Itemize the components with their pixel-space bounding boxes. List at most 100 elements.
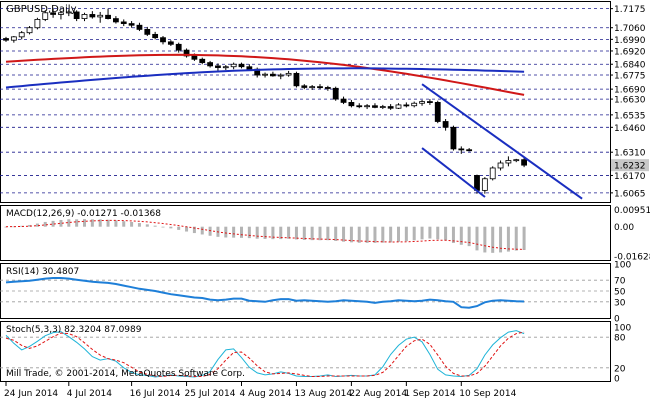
candle-body [105, 14, 111, 19]
candle [411, 101, 418, 108]
macd-bar [381, 226, 385, 243]
moving-average-red [5, 53, 525, 96]
macd-bar [271, 226, 275, 240]
date-tick-label: 22 Aug 2014 [349, 389, 407, 399]
candle [521, 158, 527, 168]
macd-bar [483, 226, 487, 253]
candle-body [505, 160, 512, 164]
price-tick-label: 1.6690 [614, 86, 646, 96]
candle-body [434, 102, 441, 122]
macd-bar [475, 226, 479, 251]
candle-body [230, 63, 237, 68]
macd-tick-label: 0.00 [614, 223, 634, 233]
candle-body [128, 23, 135, 26]
rsi-tick-label: 50 [614, 288, 626, 298]
candle [65, 9, 72, 17]
candle [426, 99, 433, 105]
candle [81, 12, 88, 22]
candle [262, 72, 268, 78]
candle [3, 36, 9, 42]
candle [364, 104, 371, 110]
macd-bar [67, 219, 71, 227]
moving-average-blue [5, 67, 525, 89]
macd-bar [192, 226, 196, 234]
stoch-title: Stoch(5,3,3) 82.3204 87.0989 [6, 325, 142, 335]
candle [10, 36, 17, 43]
macd-bar [334, 226, 338, 241]
candle-body [442, 121, 449, 128]
macd-bar [404, 226, 408, 242]
macd-bar [4, 226, 8, 228]
candle-body [97, 14, 104, 18]
date-tick-label: 4 Jul 2014 [67, 389, 112, 399]
candle-body [50, 12, 56, 15]
stoch-tick-label: 0 [614, 375, 620, 385]
channel-upper-line [421, 83, 583, 200]
candle-body [167, 41, 174, 45]
candle-body [474, 175, 480, 191]
macd-bar [161, 226, 165, 228]
candle-body [160, 37, 166, 43]
price-tick-label: 1.6990 [614, 36, 646, 46]
candle [497, 160, 504, 171]
candle-body [364, 105, 371, 108]
stoch-main-line [5, 330, 525, 378]
candle [58, 11, 64, 20]
macd-bar [208, 226, 212, 236]
candle-body [81, 14, 88, 19]
price-tick-label: 1.7175 [614, 5, 646, 15]
macd-bar [302, 226, 306, 240]
candle-body [277, 74, 284, 77]
candle [50, 7, 56, 18]
candle-body [136, 24, 143, 30]
macd-bar [51, 220, 55, 227]
candle [144, 26, 151, 37]
macd-bar [106, 219, 110, 227]
candle [167, 40, 174, 46]
macd-bar [90, 219, 94, 227]
macd-bar [12, 226, 16, 228]
date-tick-label: 13 Aug 2014 [294, 389, 352, 399]
candle [387, 104, 394, 110]
candle-body [215, 65, 221, 68]
candle [73, 10, 80, 22]
candle-body [356, 105, 363, 108]
candle [199, 57, 206, 65]
candle [34, 17, 41, 30]
channel-lower-line [421, 147, 486, 198]
candle-body [379, 106, 386, 108]
macd-bar [412, 226, 416, 241]
candle [222, 65, 229, 71]
macd-bar [200, 226, 204, 235]
candle-body [458, 148, 465, 151]
candle [348, 99, 355, 108]
macd-title: MACD(12,26,9) -0.01271 -0.01368 [6, 209, 161, 219]
macd-bar [185, 226, 189, 232]
macd-bar [224, 226, 228, 238]
candle [332, 86, 339, 101]
macd-bar [318, 226, 322, 241]
macd-signal-line [5, 219, 525, 250]
candle [152, 31, 159, 40]
macd-bar [397, 226, 400, 242]
candle [340, 96, 347, 105]
stoch-tick-label: 20 [614, 364, 626, 374]
macd-bar [491, 226, 495, 253]
date-axis: 24 Jun 2014 4 Jul 2014 16 Jul 2014 25 Jul 2… [4, 382, 517, 399]
macd-tick-label: 0.00951 [614, 206, 650, 216]
candle [317, 84, 323, 90]
candle [277, 73, 284, 80]
macd-bar [436, 226, 440, 240]
candle [379, 104, 386, 110]
candle [513, 158, 520, 163]
macd-bar [75, 219, 79, 227]
candle-body [340, 98, 347, 103]
macd-bar [451, 226, 455, 243]
macd-bar [122, 221, 126, 227]
candle [419, 99, 425, 106]
candle-body [144, 28, 151, 35]
candle-body [489, 167, 496, 180]
